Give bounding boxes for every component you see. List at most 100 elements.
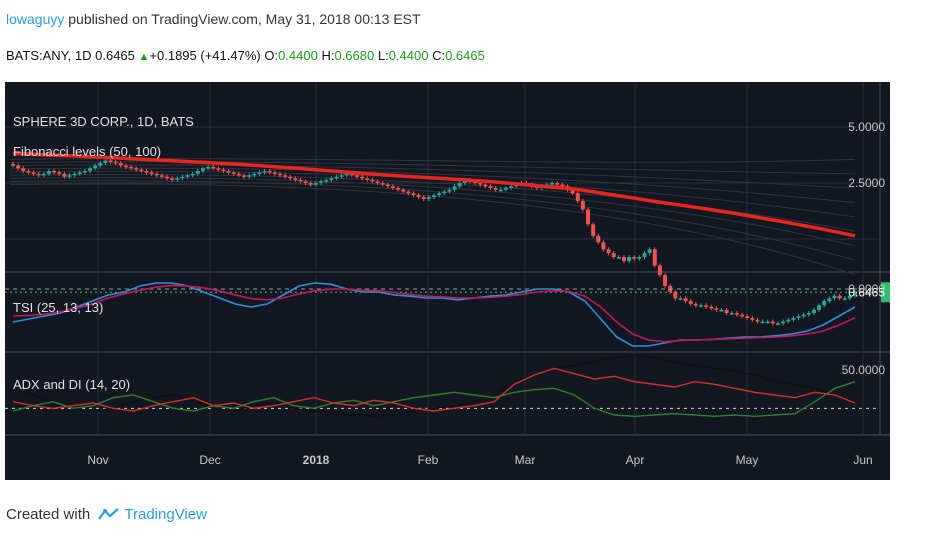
open-value: 0.4400: [278, 48, 318, 63]
candle-body: [832, 295, 837, 299]
candle-body: [293, 178, 298, 180]
candle-body: [93, 165, 98, 169]
candle-body: [88, 168, 93, 172]
candle-body: [498, 189, 503, 192]
candle-body: [627, 257, 632, 262]
candle-body: [673, 291, 678, 299]
candle-body: [822, 301, 827, 306]
candle-body: [421, 197, 426, 200]
tradingview-logo-icon: [98, 508, 120, 520]
candle-body: [365, 178, 370, 180]
candle-body: [298, 179, 303, 182]
candle-body: [827, 298, 832, 302]
candle-body: [637, 257, 642, 259]
candle-body: [411, 193, 416, 196]
candle-body: [21, 168, 26, 172]
candle-body: [704, 305, 709, 307]
candle-body: [709, 306, 714, 309]
candle-body: [719, 309, 724, 312]
tradingview-link[interactable]: TradingView: [124, 506, 207, 523]
candle-body: [750, 318, 755, 320]
candle-body: [678, 298, 683, 300]
candle-body: [16, 165, 21, 169]
candle-body: [806, 313, 811, 315]
candle-body: [303, 181, 308, 183]
candle-body: [580, 201, 585, 210]
candle-body: [657, 265, 662, 276]
candle-body: [200, 168, 205, 172]
chart-background: [5, 82, 890, 480]
candle-body: [775, 323, 780, 325]
candle-body: [98, 163, 103, 166]
candle-body: [616, 257, 621, 259]
candle-body: [52, 171, 57, 173]
symbol: BATS:ANY, 1D: [6, 48, 92, 63]
candle-body: [118, 163, 123, 166]
price-pane-title: SPHERE 3D CORP., 1D, BATS: [13, 114, 194, 129]
fibonacci-level-line: [9, 183, 856, 276]
candle-body: [493, 187, 498, 190]
candle-body: [447, 189, 452, 192]
candle-body: [283, 175, 288, 177]
adx-series-line: [12, 354, 856, 418]
candle-body: [729, 313, 734, 315]
candle-body: [324, 179, 329, 182]
chart[interactable]: 0.6465 Nov Dec 2018 Feb Mar Apr May Jun 5.0000 2.…: [5, 82, 890, 480]
candle-body: [837, 295, 842, 299]
candle-body: [406, 191, 411, 194]
candle-body: [770, 321, 775, 324]
candle-body: [642, 253, 647, 258]
candle-body: [693, 303, 698, 306]
candle-body: [329, 178, 334, 180]
candle-body: [231, 172, 236, 174]
candle-body: [817, 305, 822, 310]
candle-body: [77, 172, 82, 174]
candle-body: [344, 173, 349, 176]
candle-body: [339, 175, 344, 177]
candle-body: [211, 166, 216, 169]
fibonacci-level-line: [9, 161, 856, 175]
candle-body: [313, 183, 318, 185]
candle-body: [159, 175, 164, 177]
candle-body: [190, 173, 195, 176]
candle-body: [760, 321, 765, 324]
high-value: 0.6680: [334, 48, 375, 63]
candle-body: [586, 209, 591, 225]
candle-body: [385, 184, 390, 187]
last-price: 0.6465: [95, 48, 135, 63]
author-link[interactable]: lowaguyy: [6, 11, 65, 27]
candle-body: [360, 176, 365, 179]
candle-body: [426, 197, 431, 200]
candle-body: [375, 181, 380, 183]
candle-body: [611, 253, 616, 258]
candle-body: [791, 318, 796, 320]
x-tick-label: Jun: [853, 453, 872, 467]
candle-body: [483, 184, 488, 187]
candle-body: [811, 309, 816, 314]
x-tick-label: Dec: [199, 453, 220, 467]
candle-body: [139, 169, 144, 172]
candle-body: [154, 173, 159, 176]
candle-body: [247, 175, 252, 177]
adx-series-line: [12, 367, 856, 412]
candle-body: [560, 184, 565, 187]
candle-body: [175, 178, 180, 180]
close-label: C:: [432, 48, 446, 63]
candle-body: [432, 195, 436, 198]
published-text: published on TradingView.com, May 31, 20…: [64, 11, 421, 27]
candle-body: [401, 189, 406, 192]
candle-body: [632, 257, 637, 259]
y-tick-label: 5.0000: [848, 120, 885, 134]
x-tick-label: Nov: [87, 453, 108, 467]
candle-body: [170, 178, 175, 180]
candle-body: [257, 172, 262, 174]
adx-pane: [5, 354, 880, 418]
candle-body: [370, 179, 375, 182]
candle-body: [134, 168, 139, 170]
candle-body: [123, 165, 128, 168]
candle-body: [62, 173, 67, 177]
candle-body: [31, 172, 36, 174]
candle-body: [180, 176, 185, 179]
candle-body: [380, 183, 385, 185]
candle-body: [236, 173, 241, 176]
